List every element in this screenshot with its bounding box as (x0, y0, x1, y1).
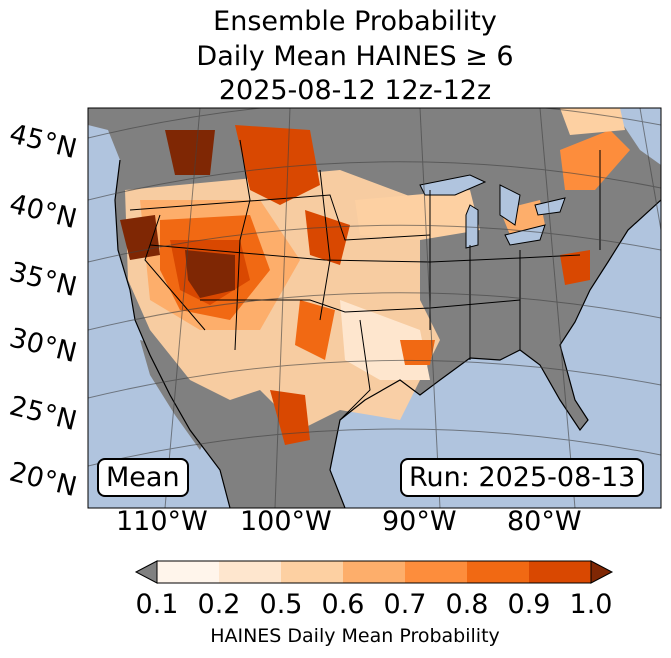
title-line-3: 2025-08-12 12z-12z (40, 75, 670, 107)
run-label-box: Run: 2025-08-13 (400, 458, 644, 497)
lon-label-100: 100°W (240, 506, 332, 537)
colorbar-tick: 0.2 (198, 589, 241, 620)
colorbar-over-arrow (591, 561, 612, 583)
colorbar-tick: 0.5 (260, 589, 303, 620)
colorbar-tick: 0.1 (136, 589, 179, 620)
title-line-1: Ensemble Probability (40, 6, 670, 38)
colorbar-bin-3 (281, 561, 343, 583)
colorbar-tick: 0.6 (322, 589, 365, 620)
colorbar-tick: 1.0 (570, 589, 613, 620)
colorbar-bin-2 (219, 561, 281, 583)
title-line-2: Daily Mean HAINES ≥ 6 (40, 41, 670, 73)
colorbar-title: HAINES Daily Mean Probability (40, 625, 670, 647)
stat-label-box: Mean (97, 458, 189, 497)
colorbar (136, 561, 612, 583)
colorbar-bin-7 (529, 561, 591, 583)
lon-label-110: 110°W (116, 506, 208, 537)
colorbar-bin-6 (467, 561, 529, 583)
colorbar-tick: 0.9 (508, 589, 551, 620)
lon-label-80: 80°W (507, 506, 582, 537)
colorbar-tick: 0.7 (384, 589, 427, 620)
colorbar-tick: 0.8 (446, 589, 489, 620)
colorbar-under-arrow (136, 561, 157, 583)
colorbar-bin-1 (157, 561, 219, 583)
colorbar-bin-5 (405, 561, 467, 583)
lon-label-90: 90°W (382, 506, 457, 537)
colorbar-bin-4 (343, 561, 405, 583)
